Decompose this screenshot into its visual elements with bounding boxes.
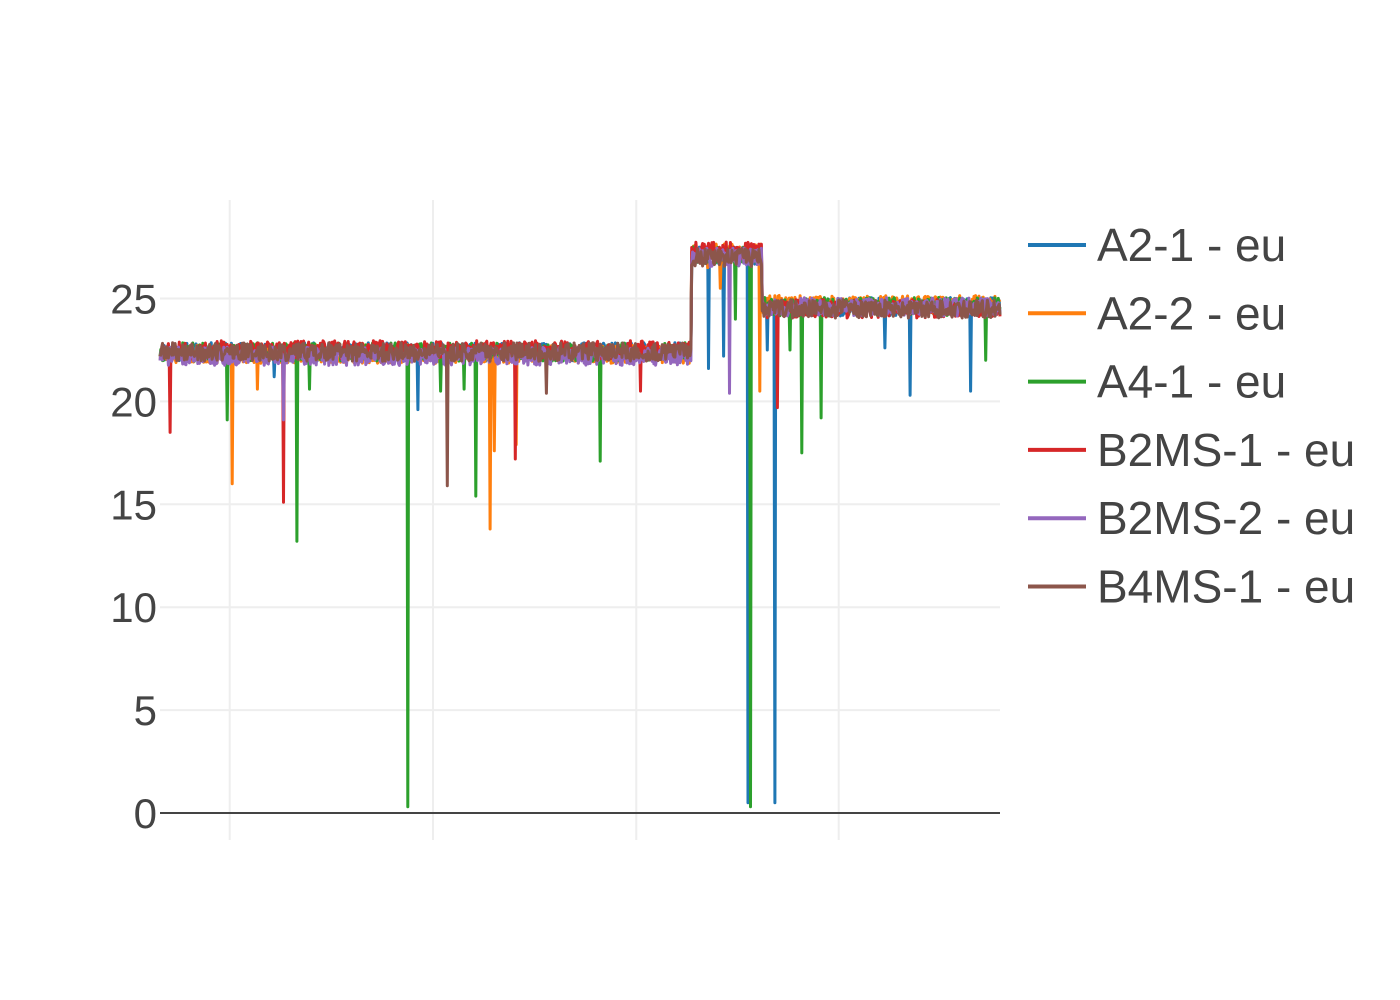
legend-item[interactable]: B2MS-2 - eu	[1028, 492, 1355, 544]
legend-label: B2MS-1 - eu	[1097, 424, 1355, 476]
legend-item[interactable]: B4MS-1 - eu	[1028, 561, 1355, 613]
series-line	[158, 247, 1002, 488]
series-line	[158, 246, 1002, 422]
y-tick-label: 0	[134, 790, 157, 837]
legend-item[interactable]: A4-1 - eu	[1028, 356, 1286, 408]
y-tick-label: 25	[110, 276, 157, 323]
legend-item[interactable]: A2-1 - eu	[1028, 219, 1286, 271]
legend-label: B4MS-1 - eu	[1097, 561, 1355, 613]
legend-label: A2-2 - eu	[1097, 287, 1286, 339]
y-tick-label: 5	[134, 687, 157, 734]
legend[interactable]: A2-1 - eu A2-2 - eu A4-1 - eu B2MS-1 - eu B2…	[1028, 219, 1355, 613]
legend-label: B2MS-2 - eu	[1097, 492, 1355, 544]
series-line	[158, 240, 1002, 504]
legend-item[interactable]: B2MS-1 - eu	[1028, 424, 1355, 476]
gridlines	[160, 200, 1000, 840]
axes: 0 5 10 15 20 25	[110, 276, 1000, 837]
legend-item[interactable]: A2-2 - eu	[1028, 287, 1286, 339]
y-tick-label: 20	[110, 378, 157, 425]
legend-label: A4-1 - eu	[1097, 356, 1286, 408]
legend-label: A2-1 - eu	[1097, 219, 1286, 271]
series-lines	[158, 240, 1002, 809]
y-tick-label: 10	[110, 584, 157, 631]
series-line	[158, 244, 1002, 809]
y-tick-label: 15	[110, 481, 157, 528]
series-line	[159, 244, 1002, 805]
series-line	[158, 242, 1002, 531]
